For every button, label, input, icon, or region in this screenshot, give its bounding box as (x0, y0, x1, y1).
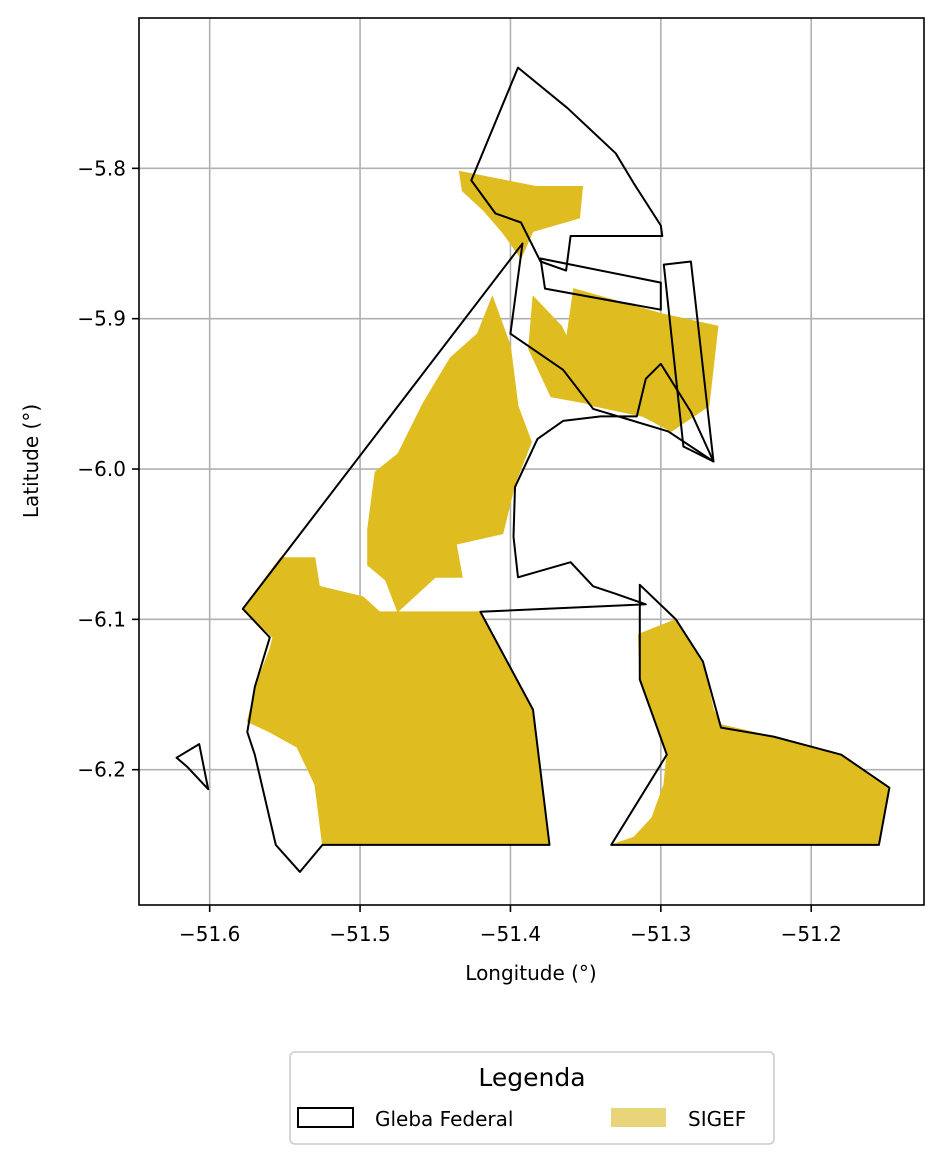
y-axis: −5.8 −5.9 −6.0 −6.1 −6.2 (77, 156, 139, 782)
y-tick-label: −6.1 (77, 607, 126, 631)
y-tick-label: −5.9 (77, 307, 126, 331)
y-tick-label: −6.0 (77, 457, 126, 481)
y-tick-label: −5.8 (77, 156, 126, 180)
gleba-federal-boundary (470, 66, 664, 272)
y-tick-label: −6.2 (77, 758, 126, 782)
x-tick-label: −51.2 (781, 922, 842, 946)
x-axis: −51.6 −51.5 −51.4 −51.3 −51.2 (179, 905, 842, 946)
sigef-parcel (367, 295, 532, 613)
gleba-federal-boundary (610, 583, 891, 846)
legend-title: Legenda (478, 1063, 585, 1092)
gleba-layer (175, 66, 891, 873)
x-tick-label: −51.6 (179, 922, 240, 946)
legend-label-gleba-federal: Gleba Federal (375, 1107, 513, 1131)
y-axis-label: Latitude (°) (19, 404, 43, 518)
gleba-federal-boundary (539, 257, 662, 311)
gleba-federal-boundary (662, 260, 715, 463)
x-tick-label: −51.5 (329, 922, 390, 946)
legend: Legenda Gleba Federal SIGEF (289, 1051, 775, 1145)
x-tick-label: −51.4 (480, 922, 541, 946)
legend-swatch-sigef (611, 1108, 666, 1127)
x-axis-label: Longitude (°) (465, 961, 596, 985)
legend-label-sigef: SIGEF (688, 1107, 746, 1131)
sigef-parcel (458, 170, 583, 259)
plot-area (138, 17, 925, 906)
x-tick-label: −51.3 (630, 922, 691, 946)
sigef-layer (242, 170, 890, 846)
axes-frame (138, 17, 925, 906)
gleba-federal-boundary (175, 743, 210, 791)
legend-swatch-gleba-federal (297, 1107, 354, 1128)
sigef-parcel (528, 295, 602, 407)
